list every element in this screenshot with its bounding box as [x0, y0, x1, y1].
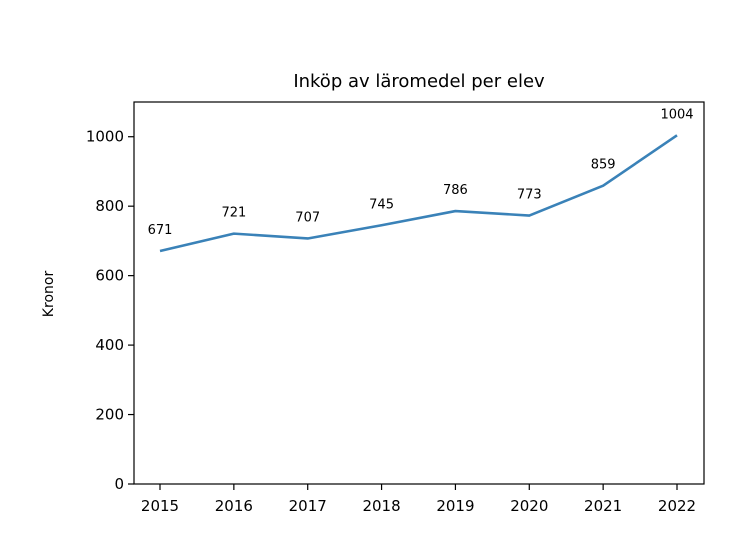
data-label: 773	[517, 188, 542, 203]
y-axis-title: Kronor	[41, 271, 57, 318]
y-tick-label: 600	[95, 267, 124, 285]
y-tick-label: 800	[95, 197, 124, 215]
x-tick-label: 2021	[584, 497, 622, 515]
series-line	[159, 134, 678, 253]
y-tick-label: 1000	[86, 128, 124, 146]
y-axis: 0 200 400 600 800 1000	[86, 128, 134, 493]
plot-area-frame	[133, 101, 705, 485]
x-tick-label: 2022	[658, 497, 696, 515]
chart-title: Inköp av läromedel per elev	[293, 71, 545, 92]
y-tick-label: 200	[95, 406, 124, 424]
data-label: 671	[148, 223, 173, 238]
x-tick-label: 2020	[510, 497, 548, 515]
data-label: 745	[369, 197, 394, 212]
x-tick-label: 2017	[289, 497, 327, 515]
x-axis: 2015 2016 2017 2018 2019 2020 2021 2022	[141, 484, 696, 515]
data-label: 1004	[660, 107, 693, 122]
x-tick-label: 2019	[436, 497, 474, 515]
y-tick-label: 400	[95, 336, 124, 354]
data-label: 859	[591, 158, 616, 173]
x-tick-label: 2016	[215, 497, 253, 515]
x-tick-label: 2018	[362, 497, 400, 515]
data-label: 707	[295, 210, 320, 225]
data-labels-group: 671 721 707 745 786 773 859 1004	[148, 107, 694, 238]
series-line-group	[159, 134, 678, 253]
y-tick-label: 0	[114, 475, 124, 493]
x-tick-label: 2015	[141, 497, 179, 515]
data-label: 786	[443, 183, 468, 198]
data-label: 721	[221, 206, 246, 221]
